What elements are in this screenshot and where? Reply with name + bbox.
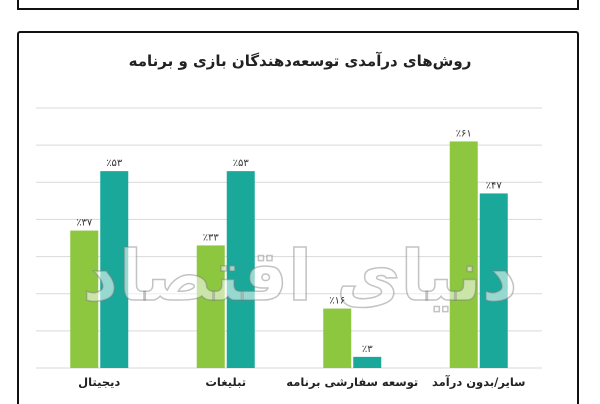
data-label: ٪۴۷ bbox=[486, 180, 503, 191]
data-label: ٪۶۱ bbox=[456, 128, 472, 139]
data-label: ٪۵۳ bbox=[233, 158, 250, 169]
previous-panel-frame bbox=[17, 0, 579, 10]
category-label: سایر/بدون درآمد bbox=[432, 375, 525, 390]
category-label: تبلیغات bbox=[205, 375, 246, 389]
bar bbox=[226, 171, 255, 368]
category-label: توسعه سفارشی برنامه bbox=[286, 375, 418, 390]
category-labels: سایر/بدون درآمد توسعه سفارشی برنامه تبلیغا… bbox=[78, 375, 525, 390]
data-label: ٪۱۶ bbox=[329, 296, 345, 307]
bar bbox=[196, 245, 225, 368]
bar bbox=[100, 171, 129, 368]
bar bbox=[353, 356, 382, 368]
chart-title: روش‌های درآمدی توسعه‌دهندگان بازی و برنا… bbox=[129, 52, 472, 70]
bar bbox=[323, 308, 352, 368]
bars bbox=[70, 141, 508, 368]
bar bbox=[449, 141, 478, 368]
category-label: دیجیتال bbox=[78, 375, 120, 389]
data-label: ٪۳۷ bbox=[76, 218, 93, 229]
data-labels: ٪۶۱ ٪۴۷ ٪۱۶ ٪۳ ٪۳۳ ٪۵۳ ٪۳۷ ٪۵۳ bbox=[76, 128, 502, 354]
watermark: دنیای اقتصاد bbox=[82, 235, 517, 317]
bar bbox=[479, 193, 508, 368]
data-label: ٪۳ bbox=[362, 344, 373, 355]
data-label: ٪۵۳ bbox=[106, 158, 123, 169]
bar bbox=[70, 230, 99, 368]
data-label: ٪۳۳ bbox=[203, 232, 220, 243]
